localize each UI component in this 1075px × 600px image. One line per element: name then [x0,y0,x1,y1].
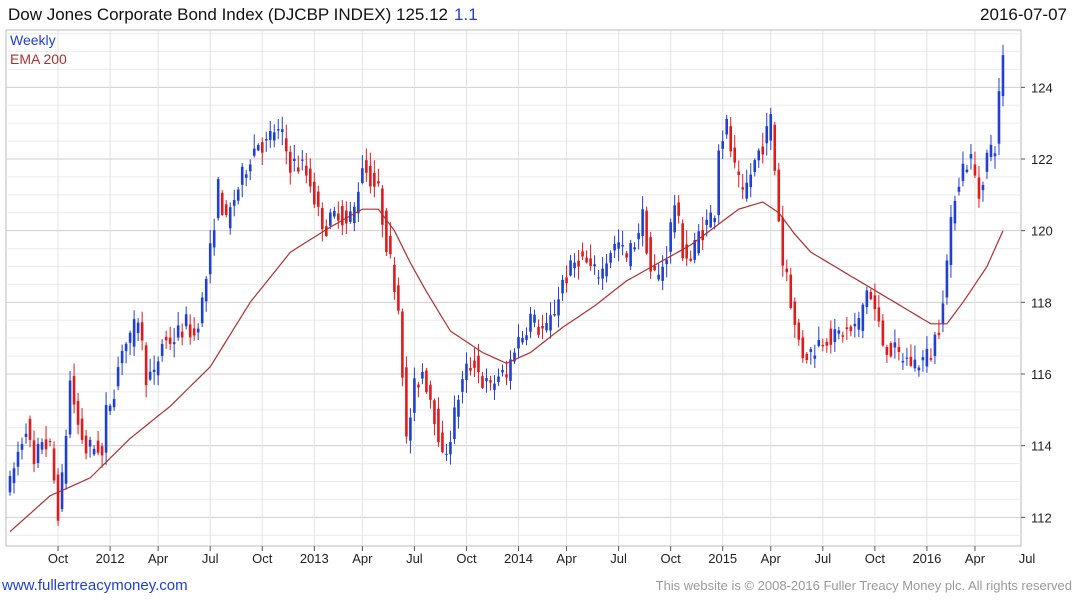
weekly-bars [8,44,1005,526]
x-tick-label: Apr [148,551,169,566]
y-tick-label: 114 [1031,439,1052,454]
x-tick-label: Jul [1019,551,1036,566]
grid-lines [6,30,1021,546]
x-tick-label: Jul [610,551,627,566]
ema-200-line [9,201,1004,533]
x-tick-label: Apr [761,551,782,566]
chart-date: 2016-07-07 [980,5,1067,24]
chart-title: Dow Jones Corporate Bond Index (DJCBP IN… [8,5,478,25]
change-value: 1.1 [454,5,478,24]
y-tick-label: 124 [1031,80,1053,95]
x-tick-label: Apr [556,551,577,566]
x-tick-label: 2012 [96,551,125,566]
x-tick-label: Oct [456,551,477,566]
x-tick-label: Jul [406,551,423,566]
x-tick-label: Apr [965,551,986,566]
y-tick-label: 118 [1031,295,1052,310]
x-tick-label: Jul [202,551,219,566]
y-tick-label: 116 [1031,367,1052,382]
copyright-text: This website is © 2008-2016 Fuller Treac… [655,578,1072,593]
site-link[interactable]: www.fullertreacymoney.com [2,577,188,594]
legend-ema: EMA 200 [10,51,67,67]
x-tick-label: Oct [252,551,273,566]
y-tick-label: 112 [1031,510,1052,525]
legend-weekly: Weekly [10,32,56,48]
plot-area [5,29,1022,547]
x-tick-label: 2016 [912,551,941,566]
y-axis: 112 114 116 118 120 122 124 [1021,80,1053,525]
title-text: Dow Jones Corporate Bond Index (DJCBP IN… [8,5,449,24]
x-axis: Oct 2012 Apr Jul Oct 2013 Apr Jul Oct 2014 Apr Jul O… [48,546,1035,566]
x-tick-label: Apr [352,551,373,566]
x-tick-label: 2015 [708,551,737,566]
x-tick-label: Jul [814,551,831,566]
x-tick-label: 2014 [504,551,533,566]
x-tick-label: Oct [48,551,69,566]
y-tick-label: 122 [1031,152,1053,167]
x-tick-label: Oct [865,551,886,566]
x-tick-label: 2013 [300,551,329,566]
x-tick-label: Oct [661,551,682,566]
y-tick-label: 120 [1031,224,1053,239]
